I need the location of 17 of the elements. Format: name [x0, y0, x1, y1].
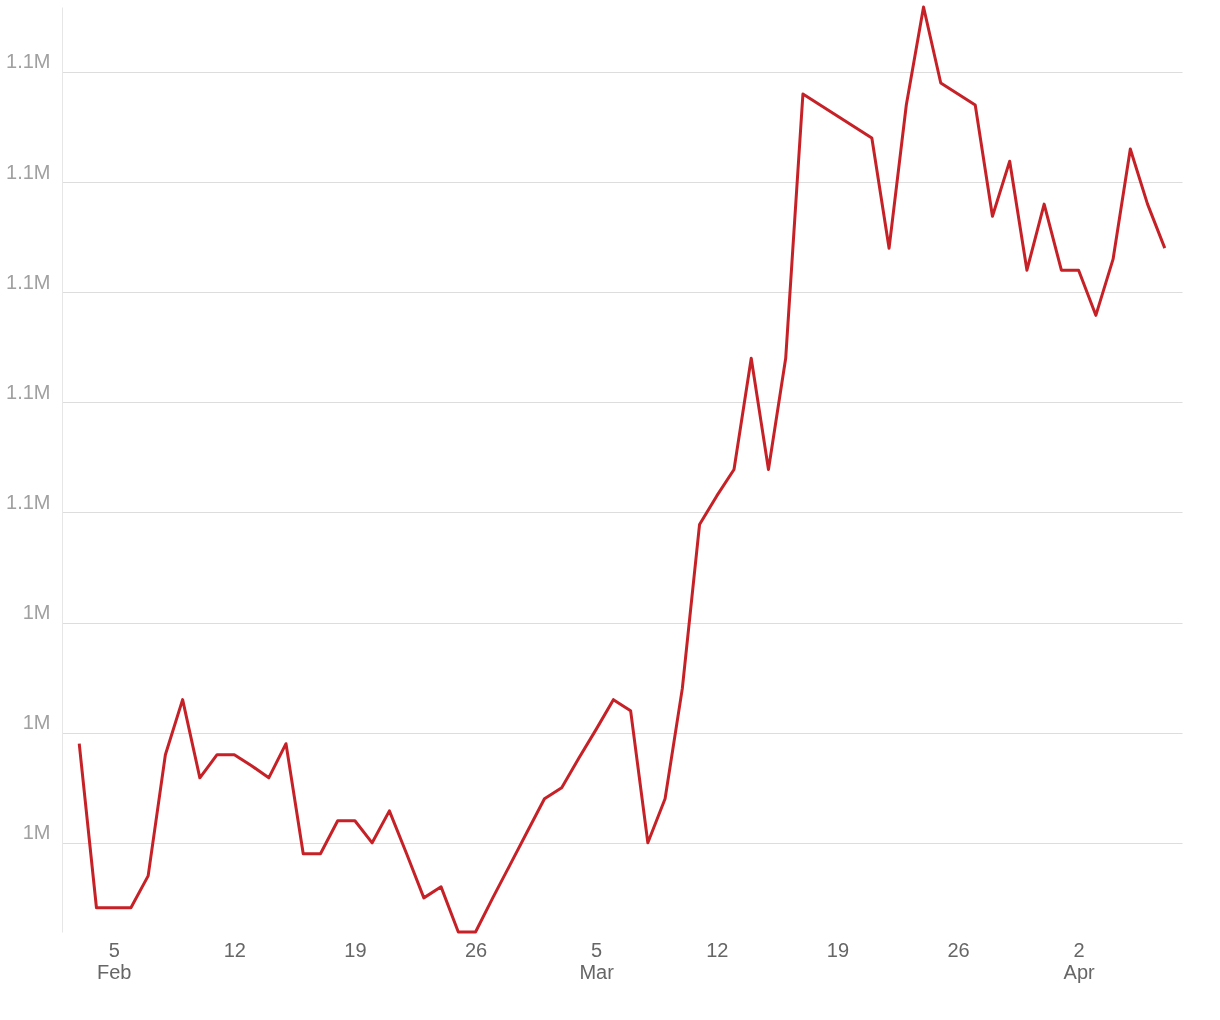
x-tick-label: 2 Apr: [1063, 938, 1096, 983]
y-tick-label: 1M: [22, 711, 51, 734]
x-tick-label: 12: [706, 938, 729, 961]
y-tick-label: 1.1M: [6, 490, 51, 513]
y-tick-label: 1M: [22, 821, 51, 844]
x-tick-label: 19: [826, 938, 850, 961]
x-tick-label: 5 Mar: [579, 938, 615, 983]
x-tick-label: 19: [344, 938, 367, 961]
x-tick-label: 26: [464, 938, 488, 961]
x-tick-label: 12: [223, 938, 246, 961]
x-tick-label: 26: [947, 938, 970, 961]
y-tick-label: 1.1M: [6, 270, 51, 293]
y-tick-label: 1.1M: [6, 380, 51, 403]
y-tick-label: 1.1M: [6, 160, 51, 183]
y-tick-label: 1.1M: [6, 50, 51, 73]
x-tick-label: 5 Feb: [96, 938, 132, 983]
y-tick-label: 1M: [22, 601, 51, 624]
